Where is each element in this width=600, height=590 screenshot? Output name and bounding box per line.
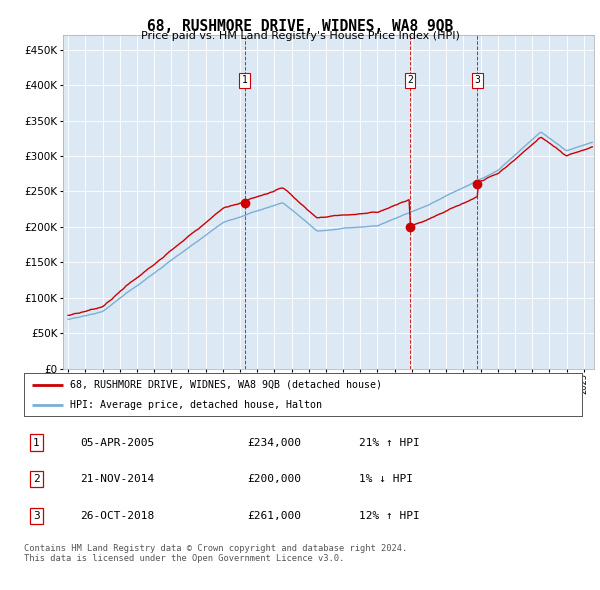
Text: 68, RUSHMORE DRIVE, WIDNES, WA8 9QB (detached house): 68, RUSHMORE DRIVE, WIDNES, WA8 9QB (det… (70, 380, 382, 390)
Text: 3: 3 (33, 511, 40, 521)
Text: HPI: Average price, detached house, Halton: HPI: Average price, detached house, Halt… (70, 401, 322, 410)
Text: 68, RUSHMORE DRIVE, WIDNES, WA8 9QB: 68, RUSHMORE DRIVE, WIDNES, WA8 9QB (147, 19, 453, 34)
Text: 26-OCT-2018: 26-OCT-2018 (80, 511, 154, 521)
Text: 21-NOV-2014: 21-NOV-2014 (80, 474, 154, 484)
Text: 2: 2 (33, 474, 40, 484)
Text: 05-APR-2005: 05-APR-2005 (80, 438, 154, 448)
Text: £261,000: £261,000 (247, 511, 301, 521)
Text: 21% ↑ HPI: 21% ↑ HPI (359, 438, 419, 448)
Text: 1% ↓ HPI: 1% ↓ HPI (359, 474, 413, 484)
Text: £234,000: £234,000 (247, 438, 301, 448)
Text: 12% ↑ HPI: 12% ↑ HPI (359, 511, 419, 521)
Text: 3: 3 (475, 75, 481, 85)
Text: 2: 2 (407, 75, 413, 85)
Text: £200,000: £200,000 (247, 474, 301, 484)
Text: 1: 1 (33, 438, 40, 448)
Text: Price paid vs. HM Land Registry's House Price Index (HPI): Price paid vs. HM Land Registry's House … (140, 31, 460, 41)
Text: 1: 1 (242, 75, 248, 85)
Text: Contains HM Land Registry data © Crown copyright and database right 2024.
This d: Contains HM Land Registry data © Crown c… (24, 544, 407, 563)
